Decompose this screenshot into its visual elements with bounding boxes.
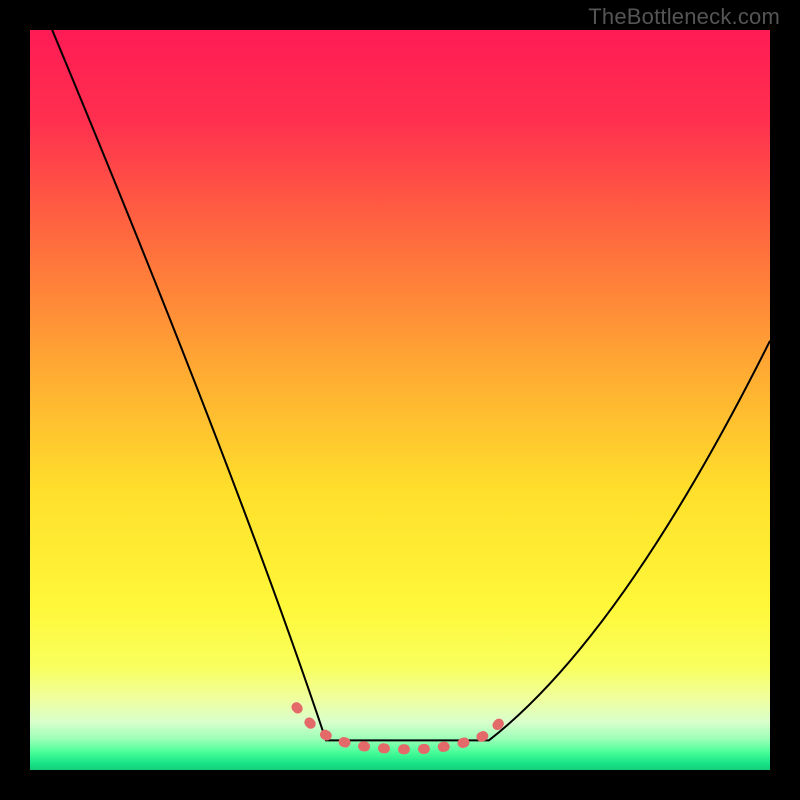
plot-svg [30,30,770,770]
chart-root: TheBottleneck.com [0,0,800,800]
gradient-background [30,30,770,770]
plot-area [30,30,770,770]
watermark-text: TheBottleneck.com [588,4,780,30]
